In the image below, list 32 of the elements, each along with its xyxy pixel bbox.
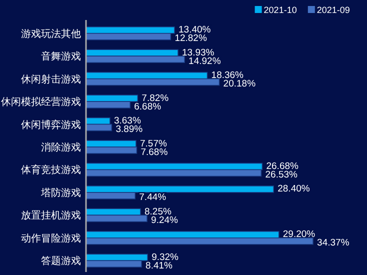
data-label: 13.93%	[182, 47, 215, 58]
y-tick-label: 游戏玩法其他	[21, 28, 81, 40]
data-label: 8.25%	[144, 206, 172, 218]
data-label: 29.20%	[282, 229, 316, 240]
data-label: 12.82%	[174, 33, 208, 44]
data-label: 20.18%	[223, 78, 256, 90]
data-label: 7.57%	[140, 138, 168, 150]
data-label: 7.44%	[139, 192, 167, 204]
data-label: 26.68%	[266, 160, 300, 172]
y-tick-label: 塔防游戏	[40, 186, 81, 199]
data-label: 9.24%	[151, 214, 179, 226]
data-label: 9.32%	[152, 252, 180, 263]
legend-label: 2021-10	[264, 5, 297, 15]
legend-label: 2021-09	[316, 5, 350, 15]
data-label: 7.82%	[142, 92, 170, 104]
y-tick-label: 休闲博弈游戏	[21, 118, 81, 131]
y-tick-label: 动作冒险游戏	[21, 232, 81, 244]
y-tick-label: 消除游戏	[41, 142, 81, 154]
data-label: 6.68%	[134, 101, 162, 112]
data-label: 28.40%	[278, 184, 310, 195]
data-label: 8.41%	[146, 260, 174, 272]
data-label: 14.92%	[188, 56, 222, 67]
y-tick-label: 体育竞技游戏	[21, 164, 81, 176]
data-label: 3.89%	[116, 124, 144, 136]
y-tick-label: 答题游戏	[41, 255, 81, 268]
data-label: 34.37%	[317, 238, 350, 249]
data-label: 7.68%	[140, 146, 168, 158]
y-tick-label: 音舞游戏	[41, 50, 81, 63]
data-label: 26.53%	[265, 169, 298, 180]
y-tick-label: 休闲射击游戏	[21, 73, 81, 86]
y-tick-label: 休闲模拟经营游戏	[1, 96, 81, 108]
y-tick-label: 放置挂机游戏	[21, 210, 81, 222]
